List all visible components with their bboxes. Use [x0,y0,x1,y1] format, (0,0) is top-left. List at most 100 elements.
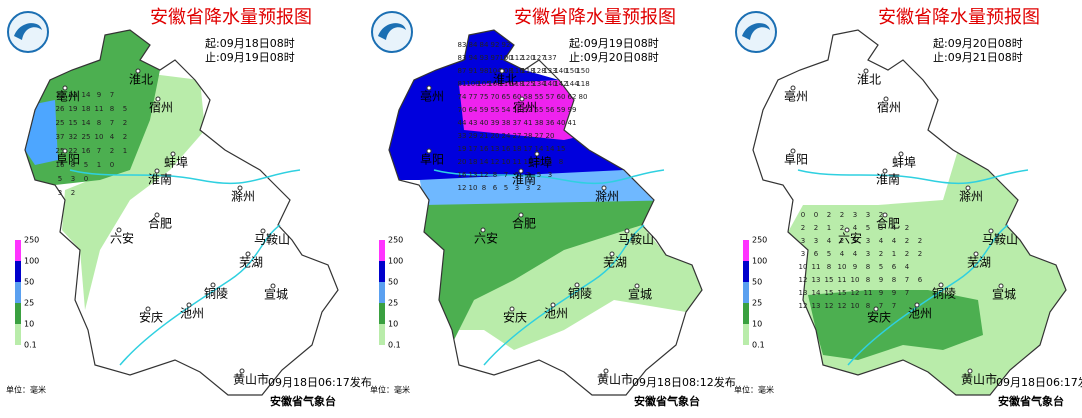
grid-value: 2 [840,211,844,219]
legend-label: 100 [388,257,403,266]
city-label: 安庆 [139,310,163,325]
grid-value: 28 [524,132,533,140]
city-label: 宣城 [264,287,288,302]
map-title: 安徽省降水量预报图 [878,7,1040,28]
city-dot [145,306,151,312]
city-label: 合肥 [876,216,900,231]
legend-label: 100 [24,257,39,266]
grid-value: 127 [532,54,545,62]
city-dot [62,148,68,154]
grid-value: 10 [851,302,860,310]
grid-value: 13 [491,145,500,153]
city-dot [988,228,994,234]
city-dot [210,282,216,288]
grid-value: 37 [56,133,65,141]
city-dot [938,282,944,288]
legend-label: 50 [752,278,762,287]
city-label: 阜阳 [784,153,808,167]
grid-value: 140 [554,67,567,75]
grid-value: 133 [543,67,556,75]
grid-value: 92 [491,41,500,49]
grid-value: 2 [918,250,922,258]
city-dot [574,282,580,288]
river [483,224,645,366]
legend-swatch [15,261,21,282]
grid-value: 26 [56,105,65,113]
logo [7,11,49,53]
city-label: 池州 [908,307,932,321]
unit: 单位：毫米 [370,385,410,395]
grid-value: 2 [123,119,127,127]
grid-value: 5 [58,175,62,183]
legend-label: 250 [752,236,767,245]
legend-label: 25 [388,299,398,308]
grid-value: 29 [469,132,478,140]
grid-value: 20 [458,158,467,166]
city-label: 安庆 [503,310,527,325]
city-label: 马鞍山 [982,232,1018,247]
grid-value: 56 [546,106,555,114]
city-dot [518,212,524,218]
grid-value: 11 [838,276,847,284]
grid-value: 65 [502,93,511,101]
grid-value: 8 [866,276,870,284]
grid-value: 83 [458,54,467,62]
city-label: 阜阳 [420,153,444,167]
grid-value: 7 [110,91,114,99]
city-label: 蚌埠 [164,156,188,170]
end-time: 止:09月19日08时 [205,51,295,64]
grid-value: 52 [524,106,533,114]
grid-value: 60 [557,93,566,101]
grid-value: 2 [801,224,805,232]
city-dot [534,151,540,157]
city-dot [998,283,1004,289]
grid-value: 4 [892,237,897,245]
end-time: 止:09月20日08时 [569,51,659,64]
grid-value: 10 [502,158,511,166]
grid-value: 87 [458,67,467,75]
city-label: 滁州 [595,189,619,204]
city-label: 六安 [474,231,498,246]
grid-value: 94 [469,54,478,62]
legend-label: 100 [752,257,767,266]
grid-value: 10 [851,276,860,284]
grid-value: 100 [466,80,479,88]
grid-value: 2 [537,184,541,192]
grid-value: 144 [565,80,579,88]
grid-value: 3 [71,175,75,183]
grid-value: 3 [853,211,857,219]
city-label: 六安 [110,231,134,246]
grid-value: 43 [469,119,478,127]
province-outline [388,29,703,396]
grid-value: 39 [491,119,500,127]
city-label: 黄山市 [233,372,269,387]
legend-label: 250 [24,236,39,245]
legend-label: 10 [24,320,34,329]
grid-value: 59 [480,106,489,114]
grid-value: 12 [491,158,500,166]
grid-value: 9 [879,289,883,297]
grid-value: 4 [110,133,115,141]
grid-value: 3 [526,184,530,192]
grid-value: 2 [879,211,883,219]
grid-value: 150 [576,67,589,75]
grid-value: 16 [56,161,65,169]
grid-value: 120 [521,54,534,62]
grid-value: 5 [123,105,127,113]
grid-value: 40 [557,119,566,127]
grid-value: 18 [82,105,91,113]
city-dot [245,251,251,257]
grid-value: 3 [515,184,519,192]
grid-value: 44 [458,119,467,127]
grid-value: 16 [458,171,467,179]
map-title: 安徽省降水量预报图 [150,7,312,28]
city-dot [882,212,888,218]
city-dot [898,151,904,157]
river [797,169,1029,185]
grid-value: 7 [905,276,909,284]
grid-value: 8 [559,158,563,166]
river [119,224,281,366]
legend-label: 25 [752,299,762,308]
grid-value: 27 [535,132,544,140]
